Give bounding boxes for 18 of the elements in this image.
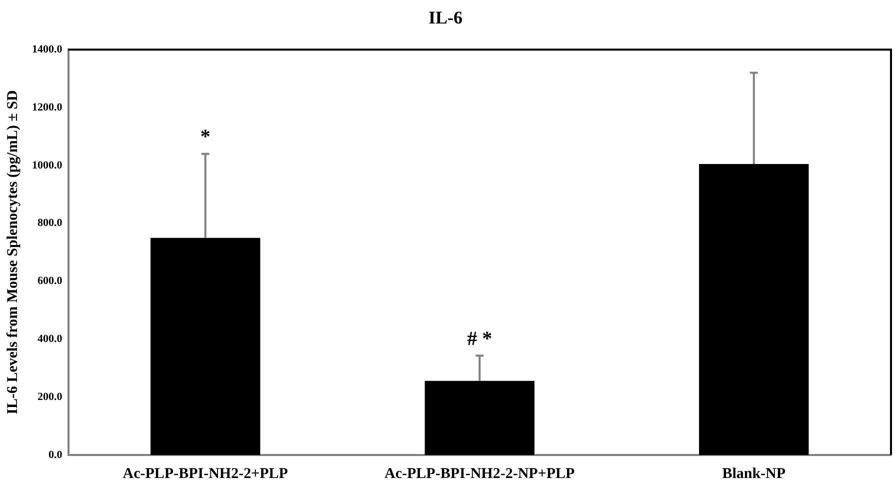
y-axis-title: IL-6 Levels from Mouse Splenocytes (pg/mL) ± SD: [4, 90, 21, 414]
bar: [424, 380, 534, 455]
bar: [699, 164, 809, 455]
annotation: # *: [467, 328, 492, 350]
y-tick-label: 400.0: [38, 333, 63, 346]
bar: [150, 238, 260, 455]
y-tick-label: 1200.0: [32, 101, 63, 114]
x-tick-label: Ac-PLP-BPI-NH2-2-NP+PLP: [384, 466, 575, 482]
y-tick-label: 1400.0: [32, 43, 63, 56]
x-tick-label: Ac-PLP-BPI-NH2-2+PLP: [122, 466, 288, 482]
x-tick-label: Blank-NP: [722, 466, 786, 482]
y-tick-label: 1000.0: [32, 159, 63, 172]
annotation: *: [200, 126, 210, 148]
y-tick-label: 600.0: [38, 275, 63, 288]
y-tick-label: 0.0: [48, 448, 63, 461]
chart-title: IL-6: [428, 7, 463, 28]
y-tick-label: 800.0: [38, 217, 63, 230]
y-tick-label: 200.0: [38, 390, 63, 403]
